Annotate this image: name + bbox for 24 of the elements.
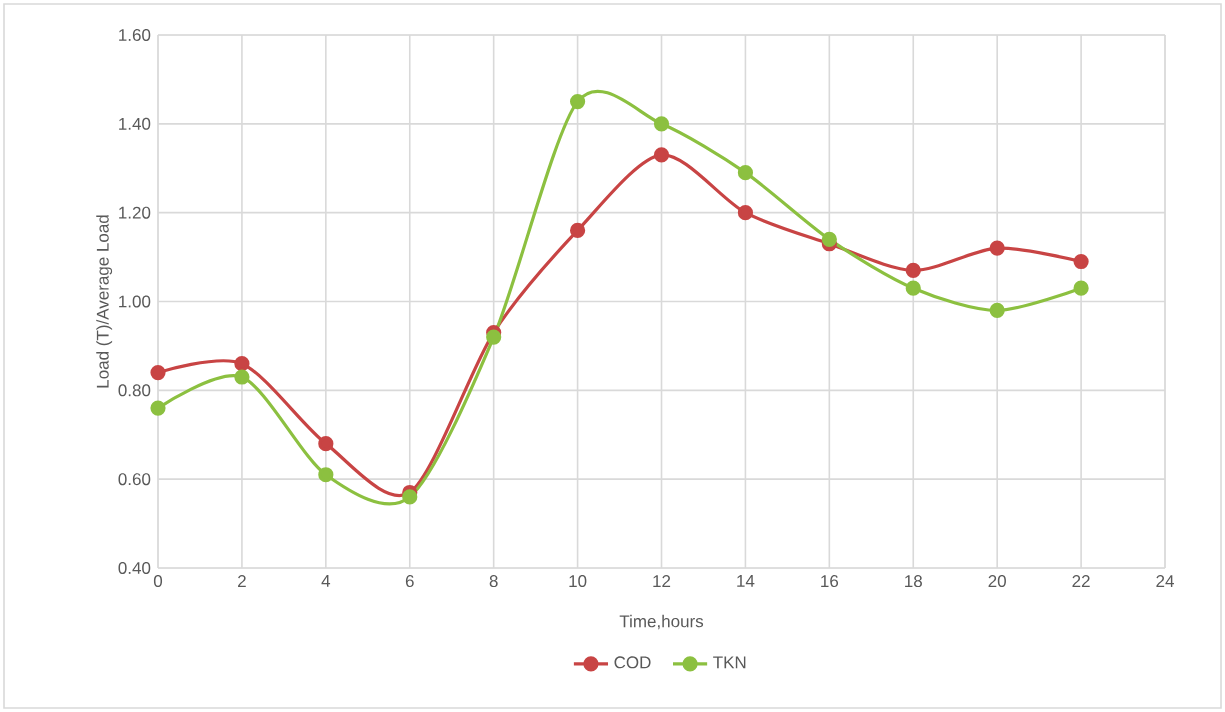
x-tick-label: 6	[405, 575, 414, 588]
y-tick-label: 0.80	[118, 384, 151, 397]
y-tick-label: 0.40	[118, 562, 151, 575]
x-tick-label: 2	[238, 575, 246, 587]
x-tick-label: 22	[1072, 575, 1090, 587]
y-tick-label: 0.60	[118, 473, 151, 486]
x-tick-label: 12	[653, 575, 671, 587]
y-tick-label: 1.60	[119, 28, 151, 41]
x-tick-label: 10	[569, 575, 587, 588]
x-tick-label: 16	[821, 575, 839, 588]
y-tick-label: 1.00	[119, 295, 151, 308]
x-axis-title: Time,hours	[619, 614, 704, 630]
x-tick-label: 14	[737, 575, 755, 587]
y-tick-label: 1.20	[119, 206, 151, 219]
legend-label: TKN	[713, 656, 746, 669]
y-axis-title: Load (T)/Average Load	[96, 215, 113, 388]
x-tick-label: 18	[905, 575, 922, 588]
legend-label: COD	[614, 656, 651, 669]
x-tick-label: 4	[321, 575, 331, 587]
x-tick-label: 20	[988, 575, 1006, 588]
x-tick-label: 8	[489, 575, 498, 588]
x-tick-label: 24	[1156, 575, 1174, 587]
y-tick-label: 1.40	[119, 117, 151, 130]
x-tick-label: 0	[153, 575, 163, 588]
